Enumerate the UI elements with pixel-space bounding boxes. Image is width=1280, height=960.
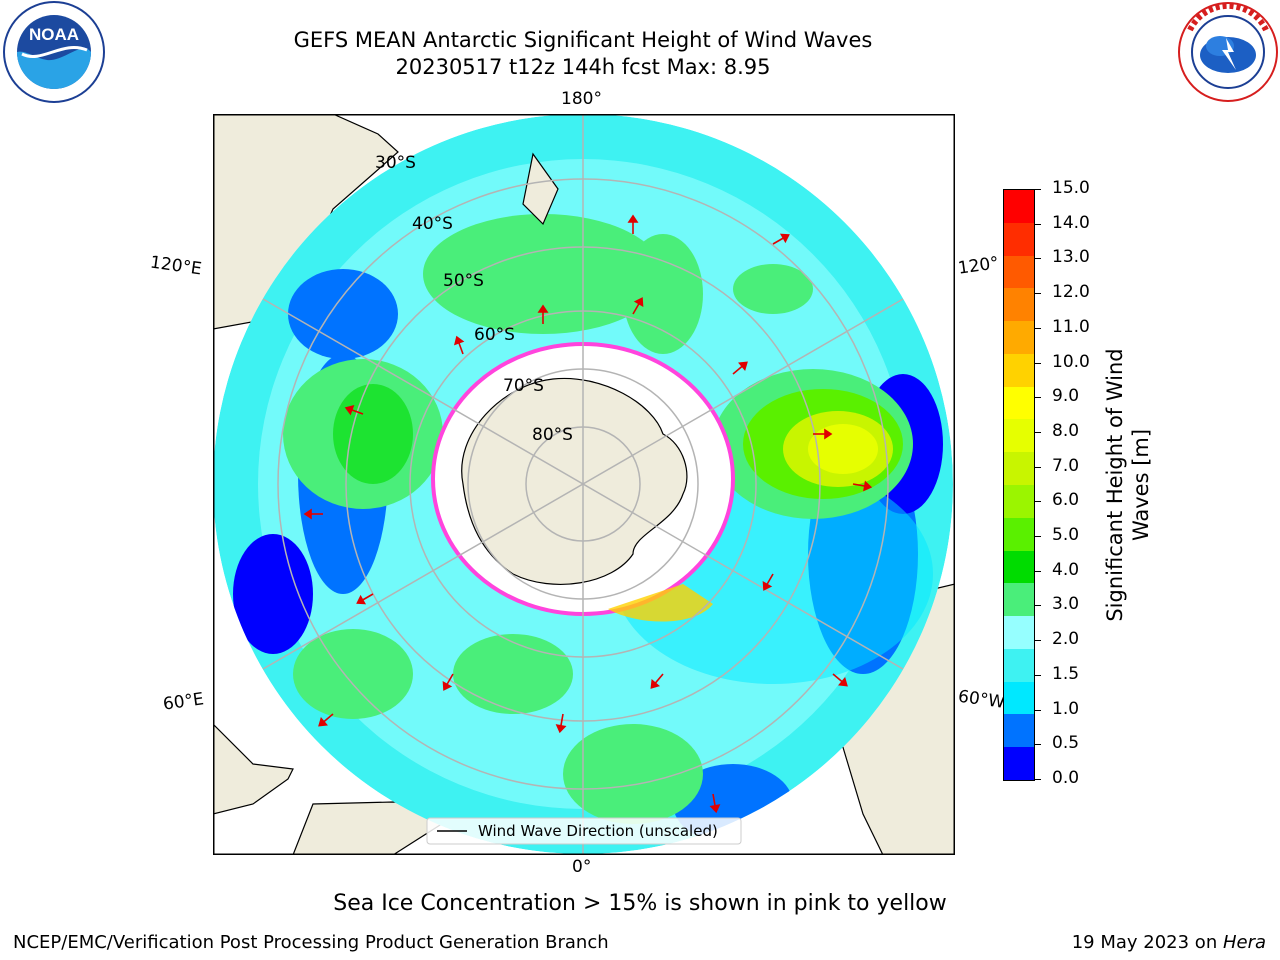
colorbar-tick-mark [1034,467,1041,468]
colorbar-segment [1004,419,1034,453]
colorbar-segment [1004,255,1034,289]
colorbar-segment [1004,353,1034,387]
colorbar-tick-label: 0.0 [1052,768,1080,788]
colorbar-tick-label: 7.0 [1052,456,1080,476]
lat-label-60s: 60°S [474,325,515,345]
colorbar-segment [1004,648,1034,682]
lat-label-40s: 40°S [412,214,453,234]
colorbar-ticks: 15.0 14.0 13.0 12.0 11.0 10.0 9.0 8.0 7.0 6.0 5.0 4… [1034,178,1104,788]
map-panel [213,114,955,855]
lat-label-80s: 80°S [532,425,573,445]
colorbar-tick-label: 14.0 [1052,213,1090,233]
colorbar-segment [1004,714,1034,748]
colorbar-tick-mark [1034,744,1041,745]
colorbar-tick-label: 5.0 [1052,525,1080,545]
colorbar-tick-mark [1034,571,1041,572]
colorbar-label-line2: Waves [m] [1129,428,1153,542]
colorbar-segment [1004,452,1034,485]
nws-logo [1176,0,1280,104]
colorbar-tick-label: 6.0 [1052,490,1080,510]
colorbar-segment [1004,550,1034,584]
colorbar-tick-mark [1034,189,1041,190]
noaa-logo-text: NOAA [29,25,79,44]
colorbar-segment [1004,386,1034,420]
africa-land [213,723,294,815]
title-line-1: GEFS MEAN Antarctic Significant Height o… [293,28,873,52]
colorbar-tick-label: 9.0 [1052,386,1080,406]
noaa-logo: NOAA [2,0,106,104]
colorbar [1003,189,1035,781]
footer-host: Hera [1222,932,1266,953]
polar-map [213,114,955,855]
title-line-2: 20230517 t12z 144h fcst Max: 8.95 [395,55,771,79]
colorbar-tick-label: 11.0 [1052,317,1090,337]
colorbar-label-line1: Significant Height of Wind [1103,348,1127,622]
legend-label: Wind Wave Direction (unscaled) [478,822,718,840]
colorbar-tick-label: 12.0 [1052,282,1090,302]
colorbar-tick-label: 8.0 [1052,421,1080,441]
lat-label-50s: 50°S [443,271,484,291]
sea-ice-caption: Sea Ice Concentration > 15% is shown in … [333,891,947,916]
map-legend [426,817,742,845]
colorbar-tick-label: 10.0 [1052,352,1090,372]
colorbar-segment [1004,321,1034,354]
lat-label-30s: 30°S [375,153,416,173]
colorbar-segment [1004,484,1034,518]
lon-label-top: 180° [561,89,602,109]
colorbar-tick-mark [1034,432,1041,433]
colorbar-segment [1004,189,1034,223]
colorbar-tick-mark [1034,328,1041,329]
colorbar-tick-label: 13.0 [1052,247,1090,267]
lat-label-70s: 70°S [503,376,544,396]
colorbar-tick-mark [1034,640,1041,641]
colorbar-tick-mark [1034,536,1041,537]
colorbar-segment [1004,747,1034,780]
antarctica-land [461,377,688,585]
colorbar-tick-mark [1034,224,1041,225]
colorbar-tick-mark [1034,605,1041,606]
colorbar-segment [1004,583,1034,617]
colorbar-segment [1004,222,1034,256]
lon-label-bottom: 0° [572,857,592,877]
colorbar-tick-mark [1034,501,1041,502]
lon-label-60w: 60°W [956,686,1007,713]
lon-label-120e: 120°E [148,252,203,280]
colorbar-tick-label: 15.0 [1052,178,1090,198]
colorbar-segment [1004,517,1034,551]
colorbar-tick-mark [1034,675,1041,676]
colorbar-tick-mark [1034,710,1041,711]
colorbar-tick-mark [1034,779,1041,780]
colorbar-tick-label: 1.0 [1052,699,1080,719]
lon-label-60e: 60°E [161,689,206,715]
colorbar-segment [1004,288,1034,322]
colorbar-tick-label: 0.5 [1052,733,1080,753]
colorbar-tick-label: 1.5 [1052,664,1080,684]
colorbar-tick-mark [1034,258,1041,259]
colorbar-segment [1004,616,1034,649]
australia-land [213,114,399,330]
colorbar-tick-mark [1034,397,1041,398]
new-zealand-land [522,152,559,226]
colorbar-tick-label: 3.0 [1052,594,1080,614]
footer-date: 19 May 2023 on [1071,932,1223,953]
colorbar-tick-label: 4.0 [1052,560,1080,580]
footer-right: 19 May 2023 on Hera [1072,932,1266,953]
colorbar-tick-label: 2.0 [1052,629,1080,649]
colorbar-segment [1004,681,1034,715]
colorbar-tick-mark [1034,293,1041,294]
colorbar-tick-mark [1034,363,1041,364]
footer-left: NCEP/EMC/Verification Post Processing Pr… [13,932,609,953]
lon-label-120w: 120°W [956,253,1000,279]
